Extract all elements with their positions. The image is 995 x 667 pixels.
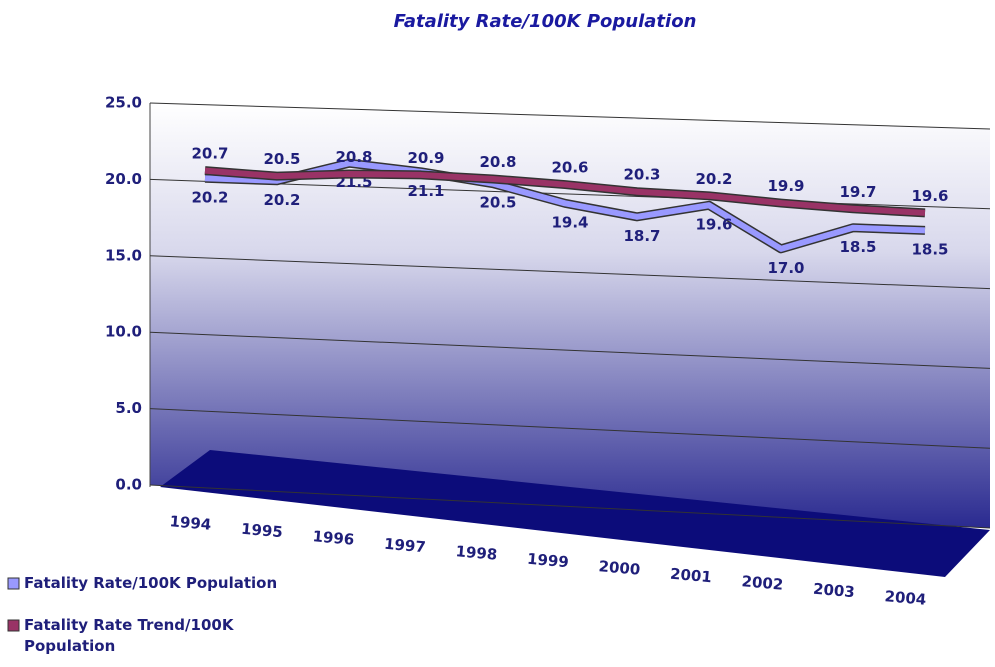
data-label: 20.2 — [263, 191, 300, 209]
y-tick-label: 5.0 — [115, 399, 142, 417]
data-label: 17.0 — [767, 259, 804, 277]
x-tick-label: 2004 — [884, 587, 927, 609]
chart-title: Fatality Rate/100K Population — [394, 11, 697, 32]
data-label: 20.3 — [623, 166, 660, 184]
y-tick-label: 10.0 — [105, 323, 142, 341]
y-tick-label: 15.0 — [105, 246, 142, 264]
data-label: 20.8 — [335, 148, 372, 166]
x-tick-label: 2000 — [598, 557, 641, 579]
data-label: 20.5 — [479, 194, 516, 212]
data-label: 18.7 — [623, 227, 660, 245]
back-wall — [150, 103, 990, 528]
grid-line — [149, 484, 991, 529]
x-tick-label: 1996 — [312, 527, 355, 549]
data-label: 18.5 — [911, 240, 948, 258]
data-label: 19.4 — [551, 213, 588, 231]
grid-line — [149, 255, 991, 290]
x-tick-label: 2001 — [669, 565, 712, 587]
grid-line — [149, 331, 991, 369]
data-label: 19.6 — [911, 187, 948, 205]
series-line-face — [204, 160, 926, 252]
grid-line — [149, 178, 991, 210]
legend-label: Fatality Rate Trend/100K Population — [24, 616, 235, 655]
legend-label-part: Fatality Rate Trend/100K — [24, 616, 235, 634]
x-tick-label: 1999 — [526, 550, 569, 572]
x-tick-label: 1995 — [240, 520, 283, 542]
data-label: 20.6 — [551, 159, 588, 177]
legend-label: Fatality Rate/100K Population — [24, 574, 277, 592]
data-label: 19.7 — [839, 183, 876, 201]
legend-label-part: Population — [24, 637, 115, 655]
data-label: 18.5 — [839, 238, 876, 256]
x-tick-label: 2002 — [741, 572, 784, 594]
data-label: 21.1 — [407, 182, 444, 200]
data-label: 20.9 — [407, 149, 444, 167]
legend-swatch — [7, 577, 20, 590]
y-tick-label: 0.0 — [115, 476, 142, 494]
x-tick-label: 2003 — [812, 580, 855, 602]
y-tick-label: 25.0 — [105, 94, 142, 112]
data-label: 19.6 — [695, 215, 732, 233]
data-label: 20.2 — [191, 188, 228, 206]
data-label: 20.5 — [263, 150, 300, 168]
series-line-face — [204, 167, 926, 216]
data-label: 20.2 — [695, 170, 732, 188]
floor — [160, 450, 990, 577]
data-label: 20.7 — [191, 145, 228, 163]
legend-swatch — [7, 619, 20, 632]
x-tick-label: 1998 — [455, 542, 498, 564]
data-label: 20.8 — [479, 153, 516, 171]
y-tick-label: 20.0 — [105, 170, 142, 188]
grid-line — [149, 102, 991, 130]
data-label: 19.9 — [767, 177, 804, 195]
x-tick-label: 1997 — [383, 535, 426, 557]
grid-line — [149, 408, 991, 449]
x-tick-label: 1994 — [169, 512, 212, 534]
